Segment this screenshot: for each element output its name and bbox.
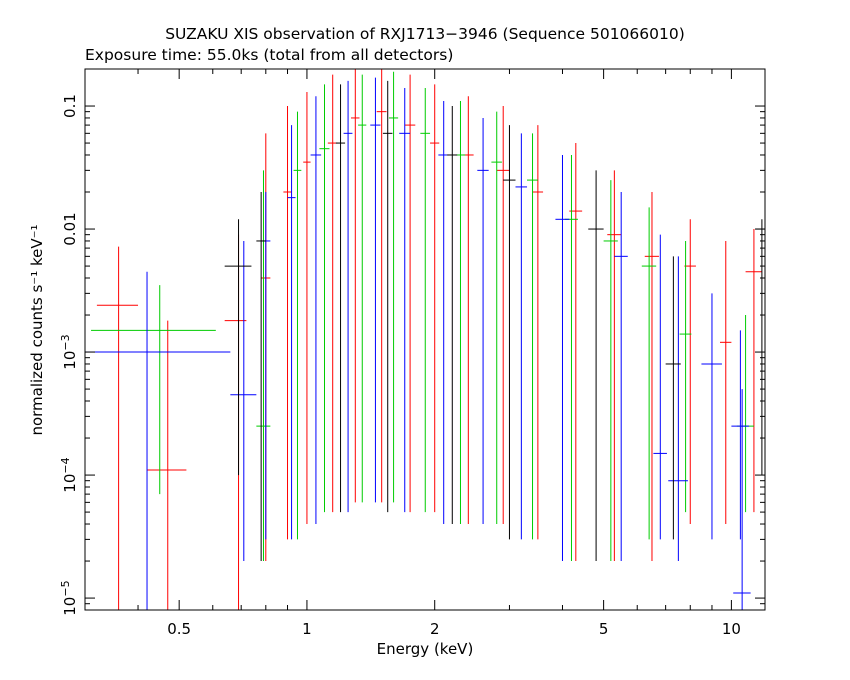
data-point	[224, 219, 252, 476]
data-point	[668, 256, 688, 562]
data-point	[665, 256, 681, 540]
data-point	[370, 77, 381, 503]
data-point	[455, 100, 466, 525]
y-tick-label: 0.01	[61, 212, 79, 245]
data-point	[503, 125, 516, 540]
data-point	[256, 170, 271, 562]
data-point	[679, 240, 692, 513]
series-1	[91, 71, 754, 562]
data-point	[745, 229, 762, 513]
data-point	[293, 111, 302, 540]
data-point	[96, 246, 139, 610]
data-point	[614, 192, 628, 562]
data-point	[303, 92, 311, 525]
data-point	[376, 69, 387, 503]
data-point	[287, 125, 296, 540]
data-point	[430, 84, 440, 513]
data-layer	[85, 69, 765, 610]
data-point	[653, 234, 667, 540]
data-point	[477, 117, 489, 525]
chart-subtitle: Exposure time: 55.0ks (total from all de…	[85, 46, 453, 64]
data-point	[603, 180, 618, 562]
data-point	[496, 106, 510, 525]
data-point	[532, 125, 544, 540]
data-point	[404, 74, 416, 513]
data-point	[91, 285, 216, 495]
y-tick-label: 10−3	[59, 334, 79, 369]
data-point	[447, 106, 458, 525]
data-point	[731, 330, 749, 540]
data-point	[335, 84, 346, 513]
data-point	[555, 154, 570, 562]
data-point	[607, 170, 622, 562]
x-tick-label: 5	[599, 620, 609, 638]
data-point	[588, 170, 604, 562]
y-axis-label: normalized counts s⁻¹ keV⁻¹	[28, 224, 46, 435]
series-3	[224, 80, 765, 562]
data-point	[438, 100, 449, 525]
data-point	[230, 240, 257, 562]
data-point	[462, 96, 474, 525]
data-point	[388, 71, 399, 503]
data-point	[527, 133, 538, 540]
data-point	[350, 69, 360, 503]
chart-title: SUZAKU XIS observation of RXJ1713−3946 (…	[165, 25, 685, 43]
data-point	[327, 74, 338, 513]
data-point	[701, 293, 722, 540]
data-point	[256, 192, 266, 562]
data-point	[719, 240, 732, 525]
data-point	[147, 320, 187, 610]
data-point	[733, 389, 751, 610]
x-tick-label: 2	[430, 620, 440, 638]
data-point	[736, 315, 754, 513]
data-point	[755, 219, 765, 476]
data-point	[261, 192, 271, 540]
y-tick-label: 10−4	[59, 457, 79, 492]
data-point	[420, 88, 431, 513]
data-point	[343, 80, 353, 513]
data-point	[85, 271, 231, 610]
data-point	[382, 80, 393, 513]
data-point	[644, 192, 659, 562]
data-point	[684, 219, 696, 525]
data-point	[319, 84, 330, 513]
x-tick-label: 10	[722, 620, 741, 638]
data-point	[641, 207, 657, 540]
y-tick-label: 10−5	[59, 580, 79, 615]
x-tick-label: 1	[302, 620, 312, 638]
data-point	[224, 234, 247, 610]
data-point	[515, 133, 528, 540]
plot-frame	[84, 68, 766, 611]
y-tick-label: 0.1	[61, 94, 79, 118]
x-tick-label: 0.5	[167, 620, 191, 638]
data-point	[283, 106, 292, 540]
tick-marks	[84, 68, 765, 611]
series-0	[96, 69, 762, 610]
series-2	[85, 77, 751, 610]
data-point	[358, 74, 367, 503]
data-point	[310, 96, 322, 525]
data-point	[399, 88, 411, 513]
data-point	[491, 111, 502, 525]
x-axis-label: Energy (keV)	[377, 640, 474, 658]
axis-layer: 0.5 1 2 5 10 10−5 10−4 10−3 0.01 0.1	[59, 68, 765, 638]
